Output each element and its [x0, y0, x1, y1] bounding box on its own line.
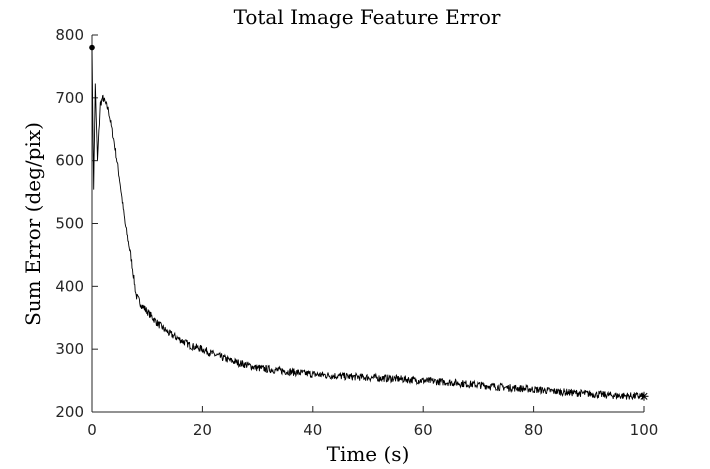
x-axis-label: Time (s) [327, 442, 410, 466]
y-tick-label: 700 [55, 89, 84, 107]
y-tick-label: 400 [55, 277, 84, 295]
x-tick-label: 40 [303, 421, 322, 439]
y-tick-group: 200 300 400 500 600 700 800 [55, 26, 98, 421]
x-tick-label: 80 [524, 421, 543, 439]
start-marker [89, 44, 95, 51]
y-tick-label: 600 [55, 152, 84, 170]
x-tick-label: 60 [414, 421, 433, 439]
end-marker [639, 391, 649, 401]
series-layer [89, 44, 649, 401]
x-tick-label: 0 [87, 421, 97, 439]
x-tick-label: 100 [630, 421, 659, 439]
y-tick-label: 200 [55, 403, 84, 421]
y-tick-label: 500 [55, 215, 84, 233]
y-tick-label: 800 [55, 26, 84, 44]
y-tick-label: 300 [55, 340, 84, 358]
x-tick-group: 0 20 40 60 80 100 [87, 406, 658, 439]
x-tick-label: 20 [193, 421, 212, 439]
chart-title: Total Image Feature Error [234, 5, 501, 29]
series-line [91, 47, 645, 401]
y-axis-label: Sum Error (deg/pix) [21, 122, 45, 326]
